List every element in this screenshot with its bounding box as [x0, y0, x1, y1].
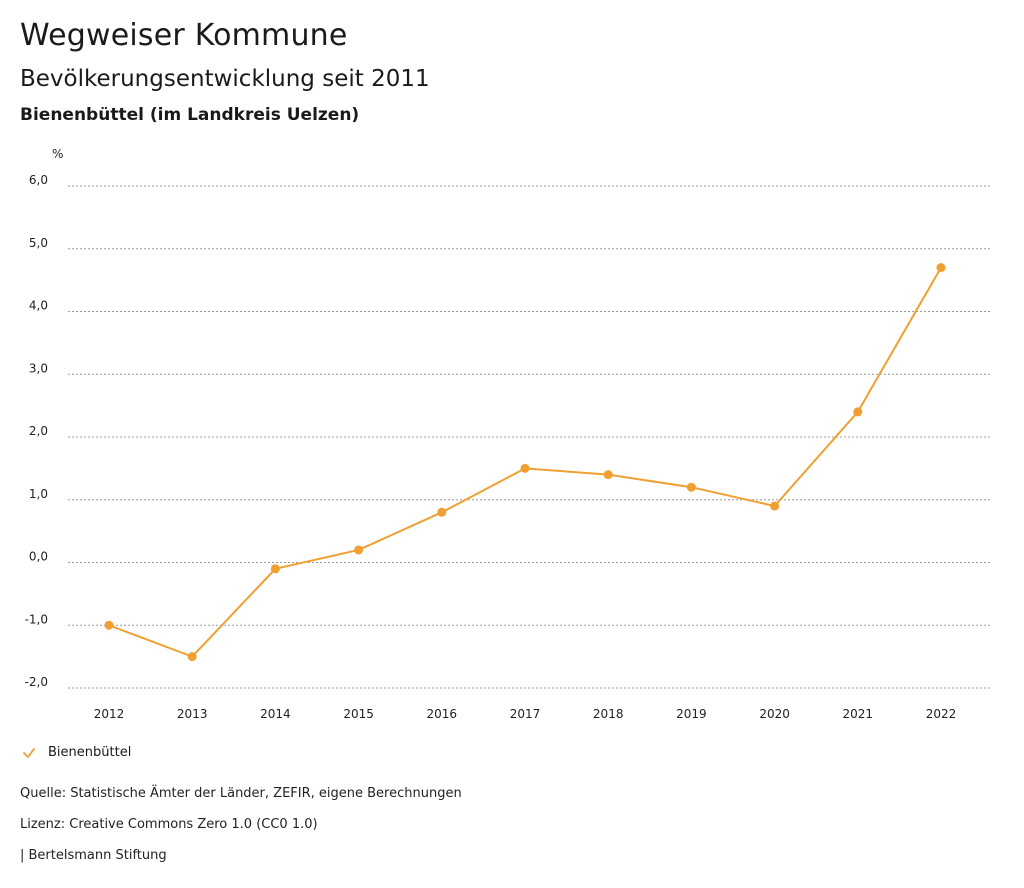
x-tick-label: 2016	[427, 707, 458, 721]
x-tick-label: 2022	[926, 707, 957, 721]
y-tick-label: 3,0	[29, 361, 48, 375]
data-point[interactable]	[770, 501, 780, 511]
data-point[interactable]	[603, 470, 613, 480]
x-axis-ticks: 2012 2013 2014 2015 2016 2017 2018 2019 2020 2021…	[94, 707, 957, 721]
y-tick-label: 2,0	[29, 424, 48, 438]
x-tick-label: 2015	[343, 707, 374, 721]
y-tick-label: 4,0	[29, 299, 48, 313]
data-point[interactable]	[853, 407, 863, 417]
y-tick-label: -2,0	[25, 675, 48, 689]
data-point[interactable]	[437, 507, 447, 517]
data-point[interactable]	[270, 564, 280, 574]
grid-lines	[68, 185, 990, 689]
publisher-note: | Bertelsmann Stiftung	[20, 848, 167, 863]
data-point[interactable]	[686, 482, 696, 492]
region-label: Bienenbüttel (im Landkreis Uelzen)	[20, 105, 360, 125]
y-axis-ticks: 6,0 5,0 4,0 3,0 2,0 1,0 0,0 -1,0 -2,0	[25, 173, 48, 689]
data-point[interactable]	[936, 263, 946, 273]
x-tick-label: 2019	[676, 707, 707, 721]
x-tick-label: 2018	[593, 707, 624, 721]
x-tick-label: 2013	[177, 707, 208, 721]
legend[interactable]: Bienenbüttel	[22, 745, 131, 760]
y-tick-label: -1,0	[25, 612, 48, 626]
license-note: Lizenz: Creative Commons Zero 1.0 (CC0 1…	[20, 817, 318, 832]
x-tick-label: 2014	[260, 707, 291, 721]
y-axis-unit: %	[52, 147, 63, 161]
data-series	[104, 263, 946, 662]
x-tick-label: 2021	[843, 707, 874, 721]
x-tick-label: 2020	[759, 707, 790, 721]
data-point[interactable]	[520, 463, 530, 473]
data-point[interactable]	[354, 545, 364, 555]
data-point[interactable]	[104, 620, 114, 630]
chart-subtitle: Bevölkerungsentwicklung seit 2011	[20, 66, 430, 92]
y-tick-label: 6,0	[29, 173, 48, 187]
legend-label: Bienenbüttel	[48, 745, 132, 760]
x-tick-label: 2017	[510, 707, 541, 721]
y-tick-label: 5,0	[29, 236, 48, 250]
check-icon	[23, 747, 35, 758]
series-line	[108, 267, 942, 658]
y-tick-label: 1,0	[29, 487, 48, 501]
line-chart: 6,05,04,03,02,01,00,0-1,0-2,0 2012 2013 20…	[25, 147, 990, 721]
data-point[interactable]	[187, 652, 197, 662]
y-tick-label: 0,0	[29, 550, 48, 564]
source-note: Quelle: Statistische Ämter der Länder, Z…	[20, 786, 462, 801]
x-tick-label: 2012	[94, 707, 125, 721]
page-title: Wegweiser Kommune	[20, 18, 348, 53]
